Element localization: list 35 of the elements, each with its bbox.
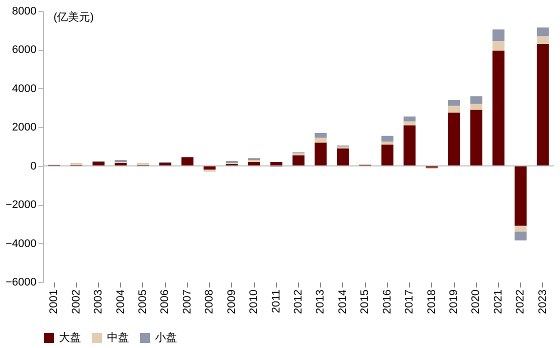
x-tick-label: 2023 bbox=[536, 290, 549, 314]
legend-label: 小盘 bbox=[155, 331, 177, 344]
x-tick-label: 2006 bbox=[159, 290, 172, 314]
x-tick-label: 2022 bbox=[514, 290, 527, 314]
x-tick-label: 2003 bbox=[92, 290, 105, 314]
x-tick-label: 2009 bbox=[226, 290, 238, 314]
y-tick-label: −2000 bbox=[6, 199, 36, 212]
x-tick-label: 2001 bbox=[48, 290, 60, 314]
x-tick-label: 2018 bbox=[426, 290, 438, 314]
x-tick-label: 2017 bbox=[404, 290, 416, 314]
y-tick-label: 4000 bbox=[12, 82, 36, 95]
x-tick-label: 2005 bbox=[136, 290, 149, 314]
x-tick-label: 2004 bbox=[114, 290, 127, 314]
legend-label: 大盘 bbox=[59, 331, 81, 344]
y-axis-title: (亿美元) bbox=[54, 10, 94, 24]
y-tick-label: −6000 bbox=[6, 276, 36, 288]
x-tick-label: 2014 bbox=[336, 290, 349, 314]
x-tick-label: 2013 bbox=[314, 290, 327, 314]
x-tick-label: 2016 bbox=[381, 290, 394, 314]
x-tick-label: 2010 bbox=[248, 290, 260, 314]
legend-label: 中盘 bbox=[107, 331, 129, 344]
x-tick-label: 2012 bbox=[292, 290, 304, 314]
x-tick-label: 2021 bbox=[492, 290, 504, 314]
x-tick-label: 2002 bbox=[70, 290, 82, 314]
y-tick-label: −4000 bbox=[6, 238, 36, 250]
x-tick-label: 2011 bbox=[270, 290, 282, 314]
x-tick-label: 2015 bbox=[359, 290, 372, 314]
y-tick-label: 8000 bbox=[12, 6, 36, 18]
y-tick-label: 0 bbox=[30, 160, 36, 172]
x-tick-label: 2019 bbox=[448, 290, 460, 314]
x-tick-label: 2020 bbox=[470, 290, 482, 314]
x-tick-label: 2007 bbox=[181, 290, 194, 314]
x-tick-label: 2008 bbox=[204, 290, 216, 314]
y-tick-label: 6000 bbox=[12, 44, 36, 56]
y-tick-label: 2000 bbox=[12, 122, 36, 134]
